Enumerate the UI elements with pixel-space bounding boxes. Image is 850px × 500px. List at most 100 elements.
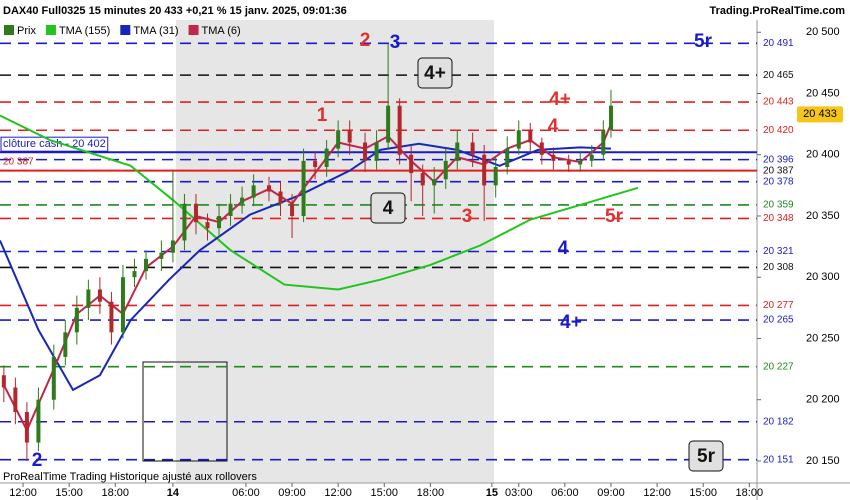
level-label: 20 378 bbox=[763, 176, 794, 187]
candle-body bbox=[397, 105, 402, 155]
annotation-box bbox=[370, 192, 406, 224]
wave-label: 4 bbox=[383, 198, 394, 219]
candle-body bbox=[301, 160, 306, 216]
x-tick-label: 06:00 bbox=[551, 487, 579, 499]
wave-label: 4+ bbox=[560, 312, 582, 333]
candle-body bbox=[144, 258, 149, 272]
source: Trading.ProRealTime.com bbox=[709, 5, 845, 17]
candle-body bbox=[608, 105, 613, 131]
wave-label: 4+ bbox=[424, 63, 446, 84]
candle-body bbox=[409, 154, 414, 174]
candle-body bbox=[13, 387, 18, 412]
candle-body bbox=[432, 179, 437, 186]
x-tick-label: 18:00 bbox=[417, 487, 445, 499]
candle-body bbox=[228, 203, 233, 216]
level-label: 20 359 bbox=[763, 200, 794, 211]
level-label: 20 465 bbox=[763, 70, 794, 81]
candle-body bbox=[240, 197, 245, 204]
candle-body bbox=[516, 130, 521, 149]
wave-label: 4+ bbox=[549, 89, 571, 110]
wave-label: 2 bbox=[360, 30, 371, 51]
candle-body bbox=[528, 130, 533, 143]
candle-body bbox=[251, 185, 256, 198]
level-label: 20 151 bbox=[763, 454, 794, 465]
candle-body bbox=[589, 154, 594, 161]
level-label: 20 308 bbox=[763, 262, 794, 273]
x-tick-label: 06:00 bbox=[232, 487, 260, 499]
x-tick-label: 09:00 bbox=[597, 487, 625, 499]
y-tick-label: 20 200 bbox=[806, 394, 840, 406]
candle-body bbox=[420, 173, 425, 186]
level-label: 20 387 bbox=[3, 156, 34, 167]
candle-body bbox=[1, 375, 6, 388]
level-label: 20 443 bbox=[763, 97, 794, 108]
wave-label: 5r bbox=[697, 446, 716, 467]
candle-body bbox=[120, 277, 125, 333]
candle-body bbox=[336, 130, 341, 149]
x-tick-label: 18:00 bbox=[102, 487, 130, 499]
candle-body bbox=[601, 130, 606, 155]
legend-label: Prix bbox=[17, 25, 36, 37]
y-tick-label: 20 250 bbox=[806, 332, 840, 344]
candle-body bbox=[109, 301, 114, 333]
level-label: 20 396 bbox=[763, 154, 794, 165]
y-tick-label: 20 500 bbox=[806, 26, 840, 38]
x-tick-label: 12:00 bbox=[324, 487, 352, 499]
candle-body bbox=[205, 222, 210, 229]
last-price-label: 20 433 bbox=[803, 108, 837, 120]
candle-body bbox=[217, 215, 222, 229]
candle-body bbox=[443, 160, 448, 180]
y-tick-label: 20 350 bbox=[806, 210, 840, 222]
wave-label: 3 bbox=[390, 32, 401, 53]
zone-box bbox=[142, 361, 228, 462]
chart-title: DAX40 Full0325 15 minutes 20 433 +0,21 %… bbox=[3, 5, 347, 17]
candle-body bbox=[386, 105, 391, 143]
footer: ProRealTime Trading Historique ajusté au… bbox=[3, 471, 257, 483]
candle-body bbox=[24, 411, 29, 443]
legend-label: TMA (155) bbox=[59, 25, 110, 37]
candle-body bbox=[266, 185, 271, 192]
candle-body bbox=[566, 160, 571, 165]
x-tick-label: 09:00 bbox=[278, 487, 306, 499]
candle-body bbox=[313, 160, 318, 167]
level-label: 20 348 bbox=[763, 213, 794, 224]
candle-body bbox=[539, 142, 544, 155]
candle-body bbox=[578, 160, 583, 165]
candle-body bbox=[363, 142, 368, 161]
x-tick-label: 15 bbox=[486, 487, 498, 499]
candle-body bbox=[324, 148, 329, 167]
level-label: 20 227 bbox=[763, 361, 794, 372]
candle-body bbox=[51, 356, 56, 400]
x-tick-label: 12:00 bbox=[9, 487, 37, 499]
x-tick-label: 03:00 bbox=[505, 487, 533, 499]
candle-body bbox=[551, 154, 556, 161]
candle-body bbox=[455, 142, 460, 161]
wave-label: 3 bbox=[462, 206, 473, 227]
y-tick-label: 20 450 bbox=[806, 87, 840, 99]
candle-body bbox=[347, 130, 352, 143]
legend-swatch bbox=[120, 25, 131, 35]
candle-body bbox=[74, 307, 79, 333]
x-tick-label: 14 bbox=[167, 487, 180, 499]
candle-body bbox=[374, 142, 379, 161]
legend-swatch bbox=[45, 25, 56, 35]
candle-body bbox=[278, 191, 283, 204]
annotation-box bbox=[417, 57, 453, 89]
level-label: 20 420 bbox=[763, 125, 794, 136]
y-tick-label: 20 300 bbox=[806, 271, 840, 283]
candle-body bbox=[493, 166, 498, 186]
wave-label: 2 bbox=[32, 450, 43, 471]
candle-body bbox=[505, 148, 510, 167]
legend-swatch bbox=[4, 25, 14, 35]
wave-label: 1 bbox=[317, 105, 328, 126]
level-label: 20 277 bbox=[763, 300, 794, 311]
candle-body bbox=[470, 142, 475, 155]
candle-body bbox=[182, 203, 187, 241]
candle-body bbox=[290, 203, 295, 216]
level-label: 20 321 bbox=[763, 246, 794, 257]
level-label: clôture cash - 20 402 bbox=[3, 138, 106, 150]
level-label: 20 491 bbox=[763, 38, 794, 49]
y-tick-label: 20 150 bbox=[806, 455, 840, 467]
last-price-badge bbox=[797, 106, 843, 123]
